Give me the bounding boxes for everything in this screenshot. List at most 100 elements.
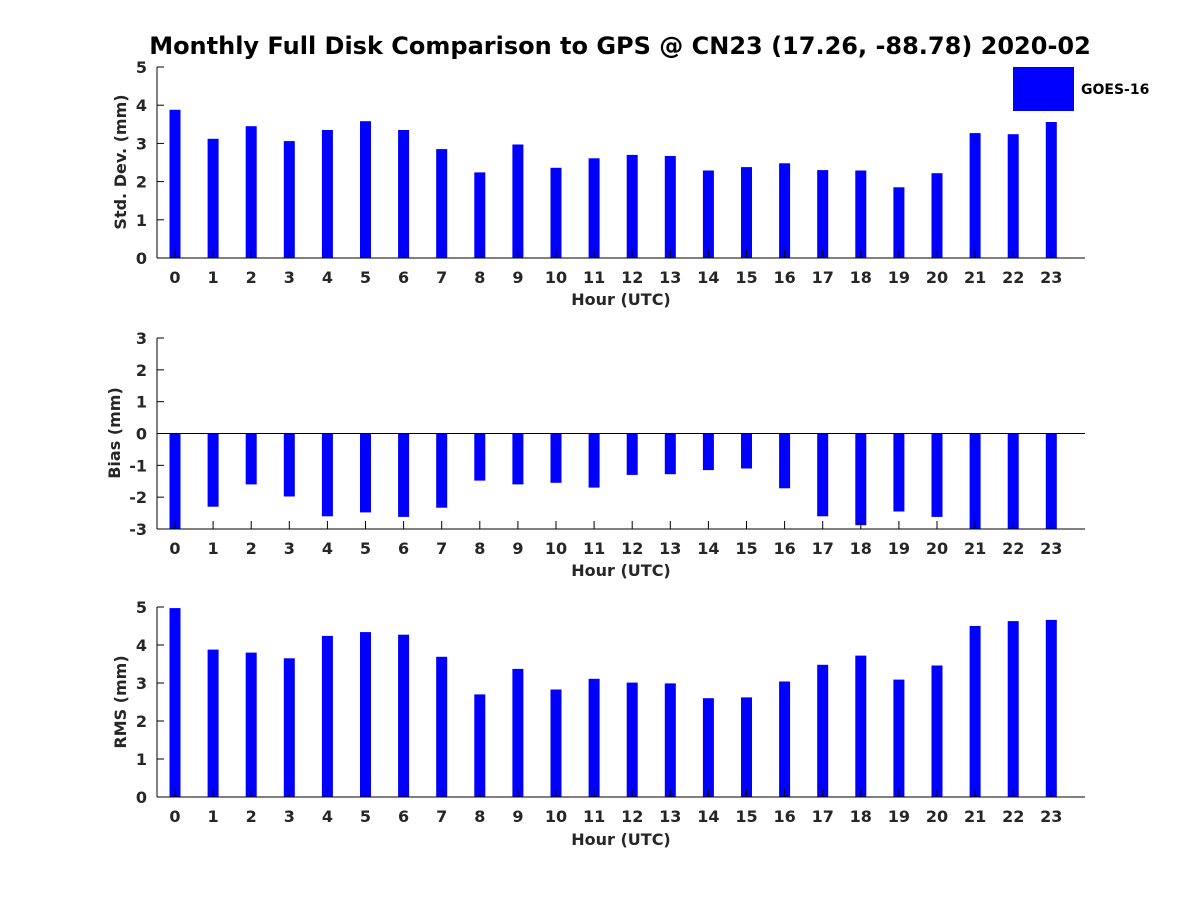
ytick-label-stddev: 4 — [136, 96, 147, 115]
bar-rms-11 — [588, 678, 600, 797]
xtick-label-rms: 15 — [735, 807, 757, 826]
xtick-label-rms: 18 — [850, 807, 872, 826]
bar-stddev-12 — [626, 154, 638, 258]
ytick-label-bias: 1 — [136, 393, 147, 412]
ytick-label-stddev: 0 — [136, 249, 147, 268]
legend: GOES-16 — [1013, 67, 1149, 111]
bar-stddev-1 — [207, 138, 219, 258]
bar-rms-20 — [931, 665, 943, 797]
xtick-label-bias: 20 — [926, 539, 948, 558]
xtick-label-bias: 13 — [659, 539, 681, 558]
xtick-label-bias: 11 — [583, 539, 605, 558]
xtick-label-bias: 23 — [1040, 539, 1062, 558]
bar-rms-14 — [702, 698, 714, 797]
ytick-label-bias: -1 — [129, 456, 147, 475]
bar-bias-2 — [245, 433, 257, 485]
bar-rms-10 — [550, 689, 562, 797]
bar-stddev-23 — [1045, 122, 1057, 258]
xtick-label-bias: 5 — [360, 539, 371, 558]
bar-rms-3 — [283, 658, 295, 797]
bar-stddev-9 — [512, 144, 524, 258]
xtick-label-rms: 17 — [812, 807, 834, 826]
bar-bias-19 — [893, 433, 905, 512]
bar-stddev-13 — [664, 156, 676, 258]
bar-bias-17 — [817, 433, 829, 517]
xtick-label-rms: 13 — [659, 807, 681, 826]
xtick-label-rms: 2 — [246, 807, 257, 826]
bar-rms-5 — [360, 632, 371, 797]
bar-stddev-14 — [702, 170, 714, 258]
bar-rms-7 — [436, 656, 448, 797]
xtick-label-stddev: 19 — [888, 268, 910, 287]
ytick-label-rms: 3 — [136, 674, 147, 693]
xtick-label-stddev: 4 — [322, 268, 333, 287]
xtick-label-rms: 11 — [583, 807, 605, 826]
bar-stddev-5 — [360, 121, 371, 258]
xtick-label-stddev: 1 — [208, 268, 219, 287]
xtick-label-rms: 3 — [284, 807, 295, 826]
bar-stddev-10 — [550, 167, 562, 258]
xtick-label-rms: 10 — [545, 807, 567, 826]
bar-rms-13 — [664, 683, 676, 797]
ytick-label-bias: 3 — [136, 329, 147, 348]
bar-stddev-17 — [817, 170, 829, 258]
xtick-label-rms: 16 — [773, 807, 795, 826]
bar-bias-21 — [969, 433, 981, 529]
ytick-label-rms: 2 — [136, 712, 147, 731]
xlabel-bias: Hour (UTC) — [571, 561, 671, 580]
bar-rms-15 — [741, 697, 752, 797]
xtick-label-stddev: 20 — [926, 268, 948, 287]
bar-bias-0 — [169, 433, 181, 529]
xtick-label-bias: 17 — [812, 539, 834, 558]
xtick-label-stddev: 17 — [812, 268, 834, 287]
xtick-label-stddev: 23 — [1040, 268, 1062, 287]
xtick-label-bias: 16 — [773, 539, 795, 558]
bar-stddev-4 — [321, 130, 333, 258]
xtick-label-bias: 22 — [1002, 539, 1024, 558]
ylabel-bias: Bias (mm) — [105, 387, 124, 479]
legend-swatch — [1013, 67, 1074, 111]
xtick-label-stddev: 8 — [474, 268, 485, 287]
bar-stddev-20 — [931, 173, 943, 258]
bar-stddev-16 — [779, 163, 791, 258]
xtick-label-bias: 12 — [621, 539, 643, 558]
bar-bias-23 — [1045, 433, 1057, 529]
xtick-label-stddev: 21 — [964, 268, 986, 287]
legend-label: GOES-16 — [1081, 82, 1149, 98]
ytick-label-stddev: 1 — [136, 211, 147, 230]
bar-bias-14 — [702, 433, 714, 471]
xtick-label-stddev: 7 — [436, 268, 447, 287]
xtick-label-stddev: 0 — [169, 268, 180, 287]
xtick-label-rms: 6 — [398, 807, 409, 826]
xtick-label-bias: 8 — [474, 539, 485, 558]
xtick-label-rms: 21 — [964, 807, 986, 826]
xtick-label-rms: 22 — [1002, 807, 1024, 826]
xtick-label-stddev: 6 — [398, 268, 409, 287]
bar-bias-10 — [550, 433, 562, 483]
bar-rms-22 — [1007, 621, 1019, 797]
xtick-label-rms: 8 — [474, 807, 485, 826]
ylabel-stddev: Std. Dev. (mm) — [111, 94, 130, 229]
bar-rms-18 — [855, 655, 867, 797]
ylabel-rms: RMS (mm) — [111, 655, 130, 748]
bar-bias-6 — [398, 433, 410, 517]
xtick-label-bias: 1 — [208, 539, 219, 558]
xtick-label-bias: 2 — [246, 539, 257, 558]
bar-bias-1 — [207, 433, 219, 507]
xtick-label-bias: 14 — [697, 539, 719, 558]
xtick-label-rms: 0 — [169, 807, 180, 826]
xtick-label-stddev: 5 — [360, 268, 371, 287]
bar-rms-23 — [1045, 619, 1057, 797]
bar-rms-8 — [474, 694, 486, 797]
xtick-label-bias: 21 — [964, 539, 986, 558]
bar-rms-0 — [169, 608, 181, 797]
ytick-label-rms: 4 — [136, 636, 147, 655]
bar-stddev-18 — [855, 170, 867, 258]
ytick-label-bias: 2 — [136, 361, 147, 380]
bar-rms-9 — [512, 668, 524, 797]
bar-bias-4 — [321, 433, 333, 517]
xtick-label-rms: 5 — [360, 807, 371, 826]
bar-stddev-6 — [398, 130, 410, 258]
